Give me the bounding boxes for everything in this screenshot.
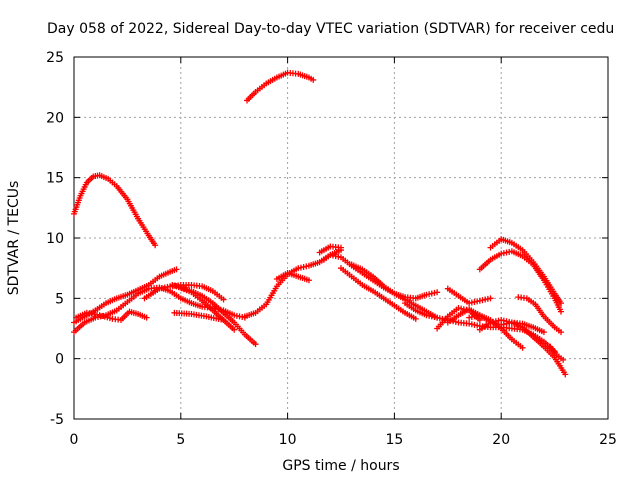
data-point xyxy=(558,329,565,336)
y-tick-label: 20 xyxy=(46,110,64,126)
data-point xyxy=(305,277,312,284)
data-point xyxy=(558,308,565,315)
y-tick-label: 15 xyxy=(46,171,64,187)
data-series-arc2 xyxy=(244,69,317,104)
x-axis-label: GPS time / hours xyxy=(282,458,399,474)
y-tick-label: 10 xyxy=(46,231,64,247)
y-axis-label: SDTVAR / TECUs xyxy=(6,181,22,296)
data-point xyxy=(487,295,494,302)
data-series-arc11 xyxy=(316,243,344,256)
data-point xyxy=(519,344,526,351)
data-series-arc5 xyxy=(73,308,150,324)
data-series-arc12 xyxy=(273,269,312,284)
data-series-arc1 xyxy=(71,172,159,249)
y-tick-label: 25 xyxy=(46,50,64,66)
data-series-arc14 xyxy=(338,265,419,322)
data-series-arc24 xyxy=(515,294,565,336)
x-tick-label: 15 xyxy=(385,432,403,448)
data-point xyxy=(540,329,547,336)
data-point xyxy=(434,289,441,296)
data-point xyxy=(173,266,180,273)
chart-title: Day 058 of 2022, Sidereal Day-to-day VTE… xyxy=(47,21,614,37)
x-tick-label: 0 xyxy=(70,432,79,448)
y-tick-label: 5 xyxy=(55,291,64,307)
x-tick-label: 25 xyxy=(599,432,617,448)
data-series-arc19 xyxy=(444,285,494,307)
data-series-arc20 xyxy=(466,312,526,351)
y-tick-label: 0 xyxy=(55,352,64,368)
data-series-arc3 xyxy=(71,266,180,326)
grid-lines xyxy=(74,57,608,419)
data-point xyxy=(562,371,569,378)
data-series-arc6 xyxy=(141,282,227,303)
data-point xyxy=(310,76,317,83)
data-point xyxy=(220,296,227,303)
x-tick-label: 10 xyxy=(279,432,297,448)
y-tick-label: -5 xyxy=(50,412,64,428)
axis-ticks: 0 5 10 15 20 25 -5 0 5 10 15 20 25 xyxy=(46,50,617,448)
data-point xyxy=(412,315,419,322)
data-point xyxy=(560,356,567,363)
data-series-arc15 xyxy=(348,261,441,302)
x-tick-label: 20 xyxy=(492,432,510,448)
data-point xyxy=(338,244,344,251)
data-series-arc23 xyxy=(476,248,565,315)
x-tick-label: 5 xyxy=(176,432,185,448)
data-point xyxy=(152,242,159,249)
data-point xyxy=(231,326,238,333)
data-series-arc25 xyxy=(547,343,567,363)
data-point xyxy=(252,341,259,348)
data-point xyxy=(143,314,150,321)
data-point xyxy=(220,317,227,324)
data-series-arc9 xyxy=(171,309,227,324)
data-points xyxy=(71,69,569,378)
data-series-arc21 xyxy=(476,317,569,378)
